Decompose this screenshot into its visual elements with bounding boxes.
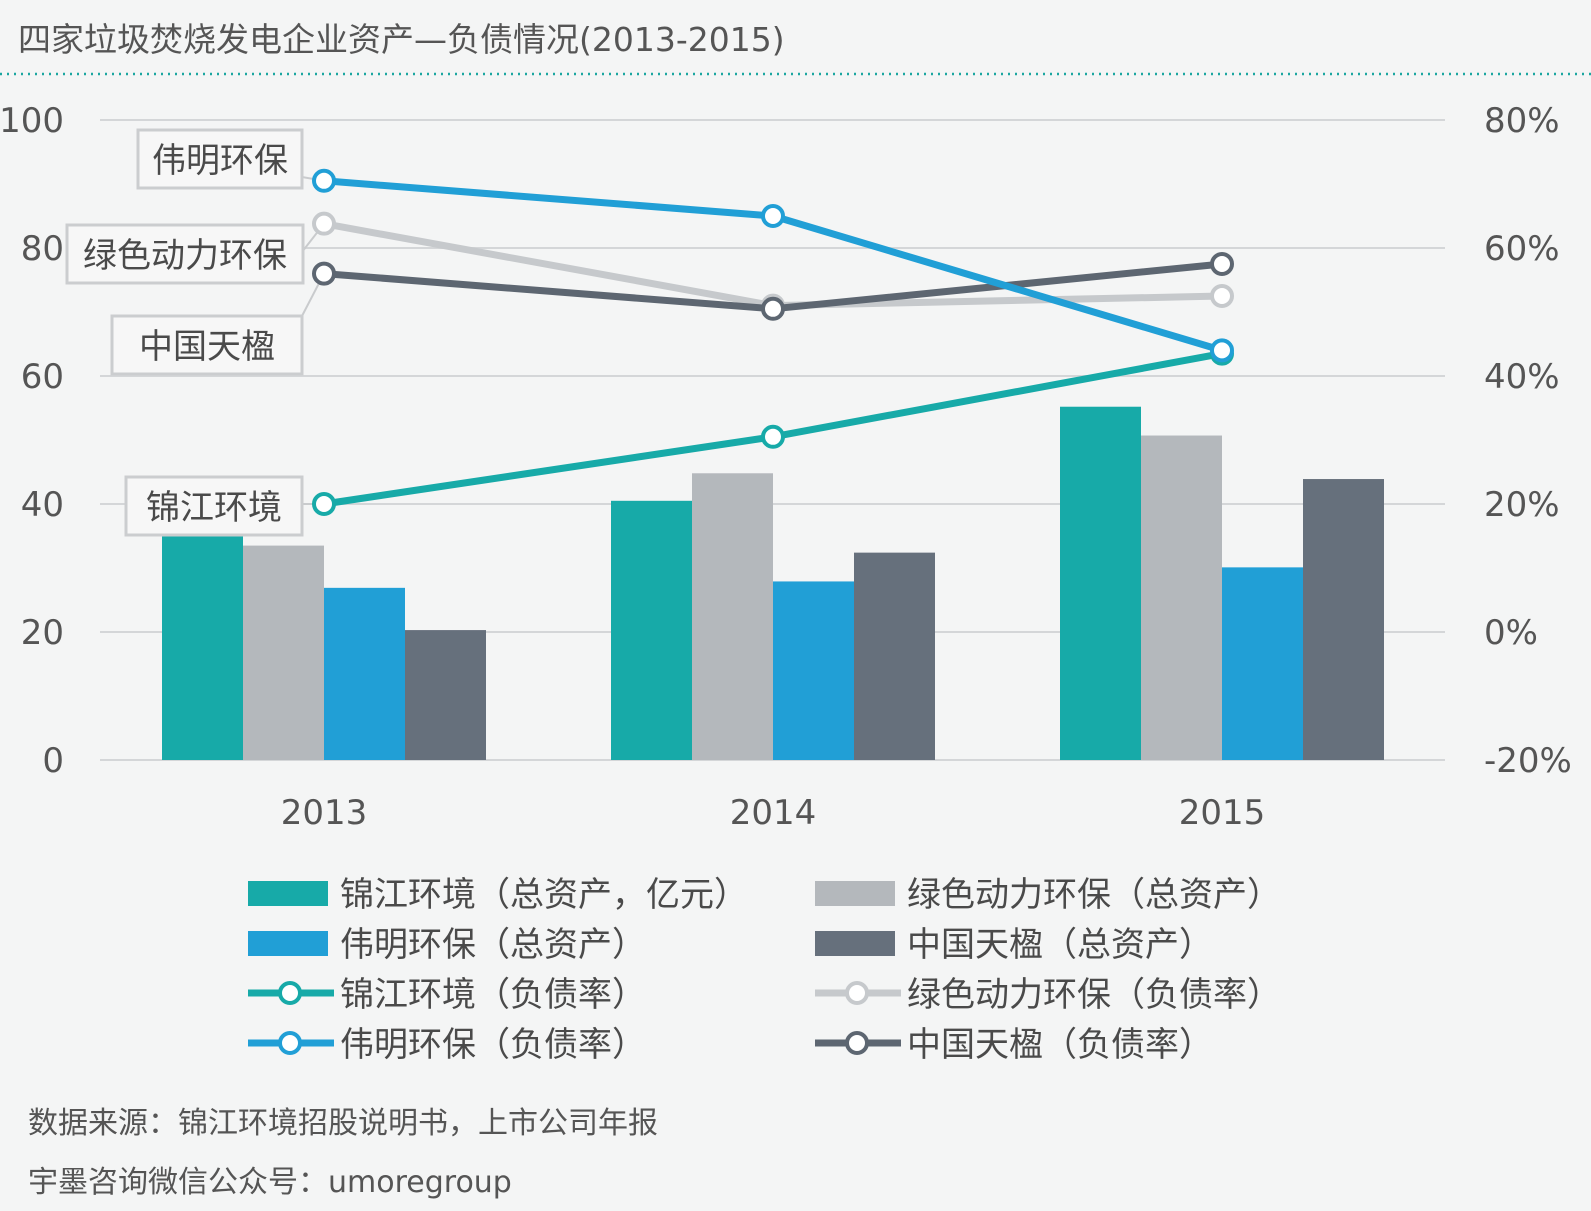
- callout-label: 中国天楹: [139, 327, 275, 367]
- line-point: [761, 424, 785, 449]
- callout-box: [65, 223, 305, 285]
- y-left-tick-label: 20: [21, 613, 64, 653]
- x-tick-label: 2014: [730, 793, 817, 833]
- bar: [405, 630, 486, 760]
- legend-label: 锦江环境（负债率）: [340, 975, 646, 1015]
- callout-label: 伟明环保: [152, 141, 288, 181]
- source-note: 数据来源：锦江环境招股说明书，上市公司年报: [28, 1106, 658, 1141]
- line-point: [1210, 252, 1234, 276]
- legend-label: 绿色动力环保（负债率）: [907, 975, 1281, 1015]
- line-point: [312, 261, 336, 286]
- callout-box: [136, 128, 304, 190]
- line-point: [312, 492, 336, 516]
- bar: [611, 500, 692, 760]
- legend-label: 绿色动力环保（总资产）: [907, 875, 1281, 915]
- y-left-tick-label: 80: [21, 229, 64, 269]
- bar: [1303, 479, 1384, 760]
- right-axis-tick-labels: -20% 0% 20% 40% 60% 80%: [1484, 101, 1572, 781]
- bar: [1060, 406, 1141, 760]
- left-axis-tick-labels: 0 20 40 60 80 100: [0, 101, 64, 781]
- line-series: [312, 168, 1234, 516]
- y-right-tick-label: 60%: [1484, 229, 1560, 269]
- y-right-tick-label: -20%: [1484, 741, 1572, 781]
- legend-swatch: [815, 881, 895, 906]
- x-tick-label: 2013: [281, 793, 368, 833]
- legend-marker: [845, 981, 869, 1005]
- legend-label: 中国天楹（负债率）: [907, 1025, 1213, 1065]
- chart-title: 四家垃圾焚烧发电企业资产—负债情况(2013-2015): [18, 20, 785, 59]
- account-note: 宇墨咨询微信公众号：umoregroup: [28, 1165, 512, 1200]
- series-line: [323, 220, 1223, 310]
- line-point: [1210, 338, 1234, 363]
- y-right-tick-label: 80%: [1484, 101, 1560, 141]
- y-left-tick-label: 0: [42, 741, 64, 781]
- legend-swatch: [815, 931, 895, 956]
- legend-label: 伟明环保（总资产）: [340, 925, 646, 965]
- line-point: [761, 204, 785, 228]
- legend: 锦江环境（总资产，亿元） 绿色动力环保（总资产） 伟明环保（总资产） 中国天楹（总资产…: [248, 875, 1281, 1065]
- callout-box: [110, 314, 304, 376]
- legend-marker: [278, 981, 302, 1005]
- callout-label: 锦江环境: [146, 488, 282, 528]
- legend-swatch: [248, 931, 328, 956]
- line-point: [312, 168, 336, 193]
- y-left-tick-label: 60: [21, 357, 64, 397]
- bar-series: [162, 406, 1384, 760]
- bar: [692, 473, 773, 760]
- bar: [854, 552, 935, 760]
- bar: [1141, 435, 1222, 760]
- line-point: [761, 296, 785, 321]
- bar: [324, 587, 405, 760]
- x-axis-tick-labels: 2013 2014 2015: [281, 793, 1266, 833]
- bar: [243, 545, 324, 760]
- legend-marker: [278, 1031, 302, 1055]
- bar: [162, 529, 243, 760]
- legend-swatch: [248, 881, 328, 906]
- y-right-tick-label: 40%: [1484, 357, 1560, 397]
- y-left-tick-label: 100: [0, 101, 64, 141]
- y-right-tick-label: 20%: [1484, 485, 1560, 525]
- y-left-tick-label: 40: [21, 485, 64, 525]
- bar: [773, 581, 854, 760]
- line-point: [312, 211, 336, 236]
- legend-label: 伟明环保（负债率）: [340, 1025, 646, 1065]
- line-point: [1210, 284, 1234, 308]
- x-tick-label: 2015: [1179, 793, 1266, 833]
- y-right-tick-label: 0%: [1484, 613, 1538, 653]
- legend-label: 锦江环境（总资产，亿元）: [340, 875, 748, 915]
- bar: [1222, 567, 1303, 760]
- legend-marker: [845, 1031, 869, 1055]
- callout-label: 绿色动力环保: [83, 236, 287, 276]
- callout-box: [124, 475, 304, 537]
- legend-label: 中国天楹（总资产）: [907, 925, 1213, 965]
